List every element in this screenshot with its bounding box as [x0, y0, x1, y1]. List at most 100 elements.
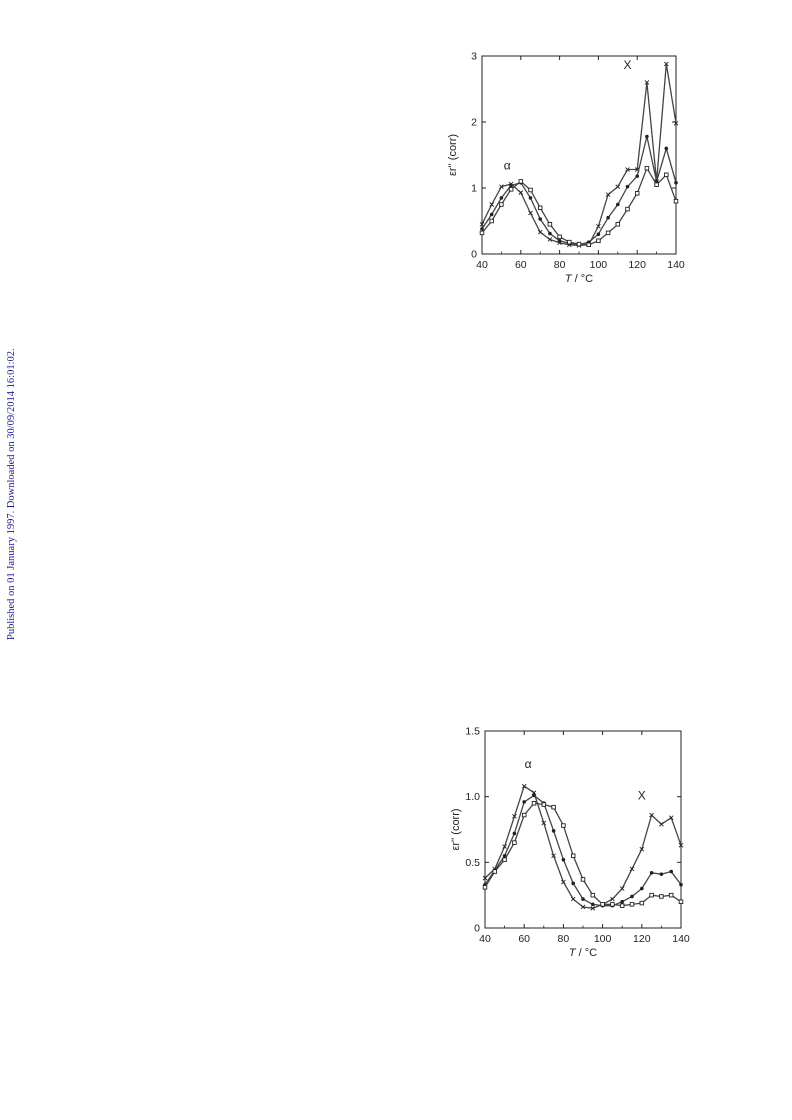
series-point [502, 844, 507, 849]
series-point [679, 882, 683, 887]
series-point [649, 812, 654, 818]
series-point [664, 146, 669, 151]
series-point [512, 831, 517, 836]
series-point [489, 202, 495, 207]
series-point [678, 842, 684, 848]
series-point [551, 853, 556, 859]
series-point [645, 134, 649, 139]
series-point [615, 222, 621, 227]
series-point [625, 167, 630, 172]
y-axis-label: εr'' (corr) [450, 808, 462, 850]
series-point [541, 820, 547, 826]
series-point [499, 196, 504, 200]
series-point [551, 804, 556, 810]
series-point [502, 853, 507, 858]
series-point [586, 242, 591, 248]
peak-annotation: X [623, 58, 631, 72]
series-point [580, 904, 586, 910]
series-point [489, 212, 494, 217]
x-tick-label: 40 [479, 933, 491, 945]
series-point [479, 230, 485, 236]
series-point [610, 902, 615, 907]
x-tick-label: 100 [590, 259, 608, 271]
series-point [596, 238, 601, 244]
series-point [518, 190, 524, 195]
series-point [590, 892, 596, 898]
series-point [663, 61, 669, 67]
x-axis-label: T / °C [565, 273, 593, 285]
series-point [528, 196, 533, 200]
series-point [606, 215, 610, 220]
series-point [567, 239, 572, 245]
series-point [528, 210, 533, 216]
x-tick-label: 40 [476, 259, 488, 271]
series-point [502, 857, 507, 862]
series-point [512, 840, 517, 845]
series-line-1 [484, 785, 682, 909]
x-tick-label: 100 [594, 933, 612, 945]
series-point [625, 206, 630, 212]
series-point [541, 802, 547, 807]
series-point [489, 218, 494, 224]
series-point [635, 174, 639, 178]
series-point [644, 80, 650, 85]
series-point [639, 846, 645, 852]
series-point [659, 872, 664, 876]
series-point [634, 191, 640, 196]
series-point [629, 902, 635, 907]
series-point [576, 241, 582, 247]
peak-annotation: α [504, 159, 511, 173]
x-axis-label: T / °C [569, 947, 597, 959]
series-line-3 [481, 166, 677, 246]
series-point [521, 783, 527, 789]
series-point [610, 896, 615, 902]
series-point [625, 184, 630, 189]
series-point [551, 829, 556, 833]
series-point [605, 230, 611, 236]
series-point [548, 231, 552, 236]
series-point [538, 217, 542, 221]
series-point [499, 202, 504, 207]
series-point [570, 853, 576, 859]
series-point [619, 886, 625, 891]
series-point [570, 896, 576, 902]
series-point [669, 869, 673, 874]
series-point [640, 886, 644, 891]
permittivity-chart-top: 40 60 80 100 120 140 0 1 2 3 T / °C εr'' (corr) α X [440, 44, 700, 294]
series-point [482, 885, 488, 890]
x-tick-label: 120 [633, 933, 651, 945]
series-point [596, 223, 601, 229]
series-point [521, 812, 527, 818]
series-point [580, 877, 586, 882]
series-point [668, 892, 674, 898]
series-point [616, 202, 620, 207]
series-point [479, 221, 485, 227]
x-tick-label: 60 [515, 259, 527, 271]
series-point [659, 821, 664, 827]
series-point [522, 800, 526, 804]
series-point [547, 222, 553, 227]
series-point [596, 232, 601, 236]
series-point [537, 229, 543, 235]
peak-annotation: α [525, 757, 532, 771]
series-line-2 [484, 794, 682, 907]
series-point [492, 869, 498, 874]
y-tick-label: 3 [471, 51, 477, 63]
y-tick-label: 0 [474, 923, 480, 935]
series-point [547, 237, 553, 242]
x-tick-label: 60 [518, 933, 530, 945]
y-tick-label: 0 [471, 249, 477, 261]
x-tick-label: 80 [554, 259, 566, 271]
series-point [581, 897, 585, 901]
series-point [531, 790, 537, 796]
series-point [509, 183, 513, 188]
y-tick-label: 0.5 [465, 857, 480, 869]
y-axis-label: εr'' (corr) [447, 134, 459, 176]
series-point [518, 179, 524, 184]
series-point [508, 187, 514, 192]
series-point [659, 894, 664, 899]
y-tick-label: 1 [471, 183, 477, 195]
series-point [600, 902, 605, 907]
series-point [557, 239, 562, 243]
chart-bottom-svg: 40 60 80 100 120 140 0 0.5 1.0 1.5 T / °C εr'' (cor… [450, 726, 690, 960]
